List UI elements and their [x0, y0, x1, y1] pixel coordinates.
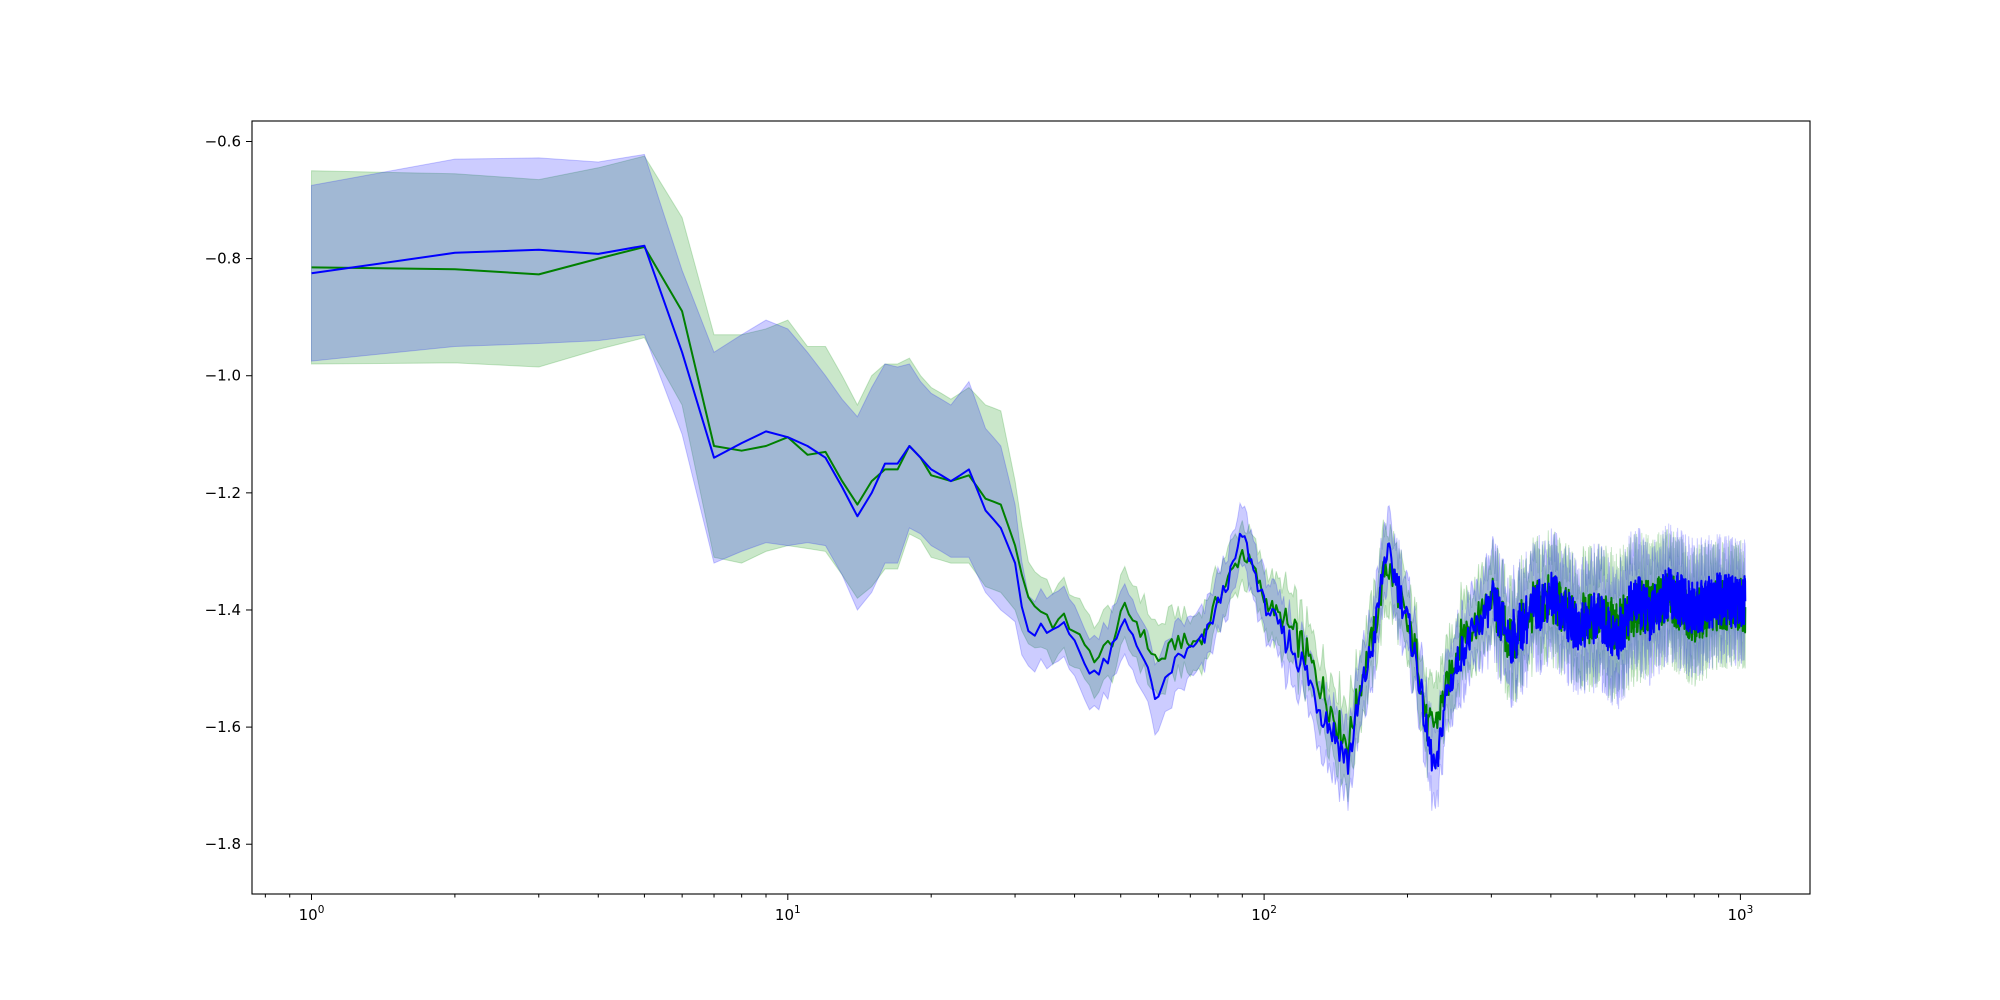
- y-tick-label: −1.0: [205, 367, 241, 385]
- y-tick-label: −1.8: [205, 835, 241, 853]
- y-tick-label: −1.6: [205, 718, 241, 736]
- plot-area-frame: [251, 120, 1811, 895]
- y-axis: −0.6 −0.8 −1.0 −1.2 −1.4 −1.6 −1.8: [205, 132, 252, 853]
- x-tick-label: 101: [775, 904, 801, 924]
- y-tick-label: −1.4: [205, 601, 241, 619]
- y-tick-label: −0.8: [205, 250, 241, 268]
- x-axis: 100 101 102 103: [264, 894, 1754, 924]
- series-lines: [311, 244, 1747, 775]
- x-tick-label: 102: [1251, 904, 1277, 924]
- y-tick-label: −0.6: [205, 132, 241, 150]
- series-2-line: [311, 244, 1747, 775]
- x-tick-label: 100: [299, 904, 325, 924]
- y-tick-label: −1.2: [205, 484, 241, 502]
- x-tick-label: 103: [1728, 904, 1754, 924]
